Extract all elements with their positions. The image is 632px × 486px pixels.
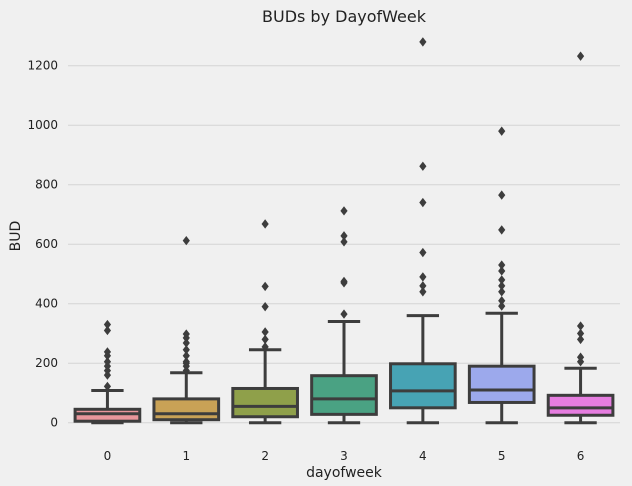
x-tick-label: 6	[577, 449, 585, 463]
outlier-point	[576, 352, 585, 362]
outlier-point	[103, 381, 112, 392]
y-tick-label: 600	[35, 237, 58, 251]
x-tick-label: 2	[261, 449, 269, 463]
box-group-0	[73, 319, 142, 425]
y-tick-label: 400	[35, 297, 58, 311]
chart-title: BUDs by DayofWeek	[262, 7, 427, 26]
box-group-3	[310, 206, 378, 425]
boxes	[73, 37, 615, 425]
outlier-point	[498, 190, 506, 200]
box-iqr	[152, 397, 221, 422]
x-tick-label: 1	[182, 449, 190, 463]
outlier-point	[419, 161, 427, 171]
x-tick-label: 0	[104, 449, 112, 463]
outlier-point	[498, 266, 506, 276]
outlier-point	[261, 342, 269, 352]
outlier-point	[261, 334, 269, 345]
outlier-point	[261, 301, 269, 312]
outlier-point	[576, 328, 585, 339]
outlier-point	[498, 287, 506, 297]
outlier-point	[498, 260, 506, 270]
outlier-point	[576, 321, 585, 331]
outlier-point	[576, 51, 585, 61]
outlier-point	[419, 247, 427, 258]
y-tick-label: 800	[35, 178, 58, 192]
box-group-6	[546, 51, 615, 425]
outlier-point	[182, 235, 190, 246]
outlier-point	[103, 357, 112, 367]
outlier-point	[498, 225, 506, 235]
x-tick-label: 5	[498, 449, 506, 463]
outlier-point	[419, 281, 427, 291]
outlier-point	[182, 357, 190, 367]
box-group-5	[467, 126, 536, 425]
outlier-point	[419, 287, 427, 297]
outlier-point	[498, 126, 506, 136]
y-axis-label: BUD	[8, 221, 24, 252]
outlier-point	[103, 325, 112, 336]
outlier-point	[498, 301, 506, 311]
outlier-point	[419, 272, 427, 282]
box-group-2	[231, 219, 299, 425]
outlier-point	[419, 197, 427, 208]
box-iqr	[310, 374, 378, 416]
outlier-point	[182, 329, 190, 339]
outlier-point	[182, 351, 190, 361]
x-tick-label: 3	[340, 449, 348, 463]
box-iqr	[231, 386, 299, 419]
outlier-point	[498, 296, 506, 306]
outlier-point	[419, 37, 427, 47]
x-tick-label: 4	[419, 449, 427, 463]
gridlines	[68, 65, 620, 424]
box-iqr	[389, 362, 457, 410]
box-iqr	[467, 364, 536, 404]
outlier-point	[261, 219, 269, 229]
box-group-1	[152, 235, 221, 425]
box-iqr	[546, 393, 615, 417]
outlier-point	[103, 319, 112, 330]
y-tick-label: 0	[50, 416, 58, 430]
x-tick-labels: 0 1 2 3 4 5 6	[104, 449, 585, 463]
outlier-point	[340, 237, 348, 247]
outlier-point	[340, 276, 348, 287]
outlier-point	[182, 338, 190, 348]
outlier-point	[261, 281, 269, 292]
outlier-point	[498, 275, 506, 285]
outlier-point	[576, 334, 585, 345]
outlier-point	[340, 309, 348, 319]
y-tick-label: 1000	[27, 118, 58, 132]
y-tick-labels: 0 200 400 600 800 1000 1200	[27, 59, 58, 430]
outlier-point	[103, 347, 112, 357]
y-tick-label: 1200	[27, 59, 58, 73]
outlier-point	[182, 345, 190, 355]
outlier-point	[340, 206, 348, 216]
x-axis-label: dayofweek	[306, 465, 383, 481]
outlier-point	[261, 327, 269, 337]
y-tick-label: 200	[35, 356, 58, 370]
box-group-4	[389, 37, 457, 425]
outlier-point	[340, 231, 348, 241]
outlier-point	[498, 281, 506, 291]
